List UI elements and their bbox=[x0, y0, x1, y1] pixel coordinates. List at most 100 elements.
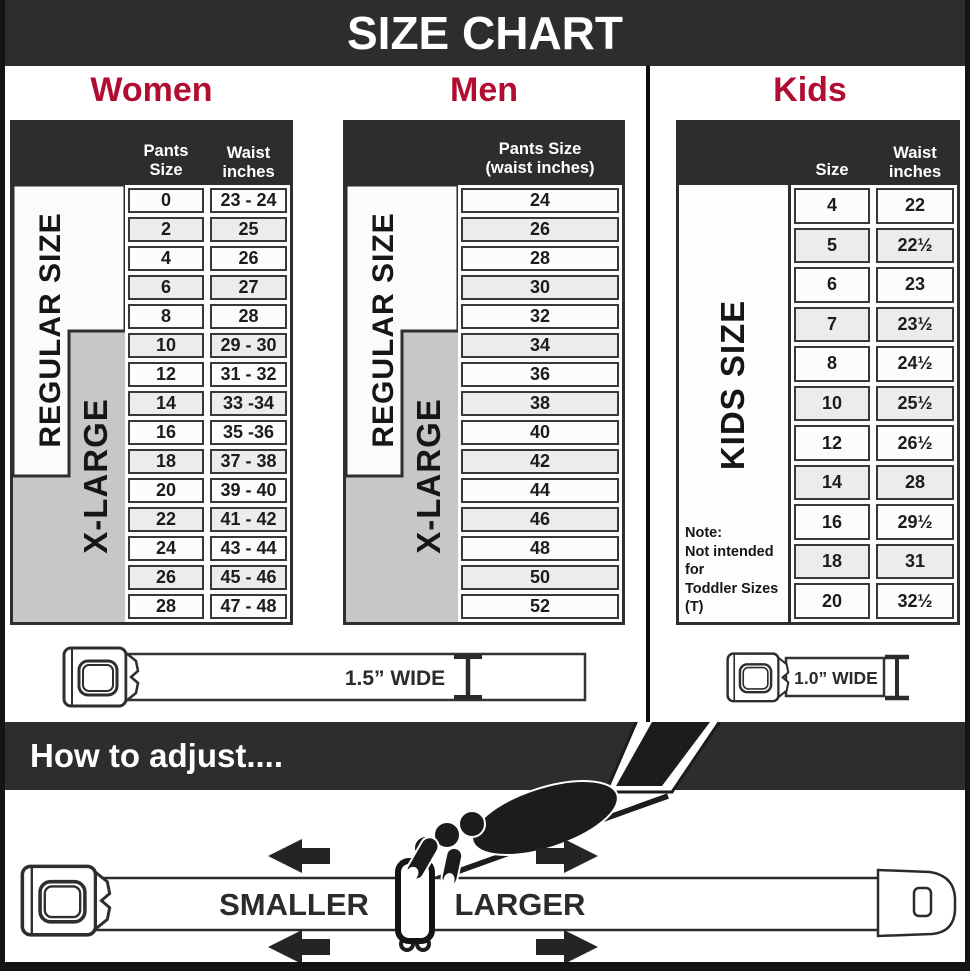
women-size-bands: REGULAR SIZE X-LARGE bbox=[13, 185, 125, 622]
kids-note: Note: Not intended for Toddler Sizes (T) bbox=[685, 524, 788, 617]
women-pants-size-cell: 8 bbox=[128, 304, 204, 329]
women-waist-cell: 33 -34 bbox=[210, 391, 287, 416]
women-pants-size-cell: 14 bbox=[128, 391, 204, 416]
women-waist-cell: 41 - 42 bbox=[210, 507, 287, 532]
loose-strap-line bbox=[433, 793, 669, 883]
slider-loop bbox=[399, 936, 415, 952]
women-pants-size-cell: 12 bbox=[128, 362, 204, 387]
men-pants-size-cell: 38 bbox=[461, 391, 619, 416]
women-pants-size-cell: 18 bbox=[128, 449, 204, 474]
men-pants-size-cell: 24 bbox=[461, 188, 619, 213]
men-size-bands: REGULAR SIZE X-LARGE bbox=[346, 185, 458, 622]
kids-note-line1: Note: bbox=[685, 525, 723, 542]
women-waist-cell: 25 bbox=[210, 217, 287, 242]
kids-section-title: Kids bbox=[773, 71, 847, 109]
men-size-table: Pants Size (waist inches) REGULAR SIZE X… bbox=[343, 120, 625, 625]
width-marker-icon bbox=[454, 654, 482, 700]
men-band-shape bbox=[346, 185, 458, 622]
women-pants-size-cell: 10 bbox=[128, 333, 204, 358]
kids-size-cell: 6 bbox=[794, 267, 870, 303]
kids-note-line2: Not intended for bbox=[685, 543, 774, 579]
arrow-right-icon bbox=[536, 930, 598, 964]
women-waist-cell: 31 - 32 bbox=[210, 362, 287, 387]
women-waist-column: 23 - 24 25 26 27 28 29 - 30 31 - 32 33 -34 35 -3… bbox=[207, 185, 290, 622]
kids-size-label: KIDS SIZE bbox=[714, 299, 751, 471]
adult-belt-width-label: 1.5” WIDE bbox=[345, 667, 445, 690]
kids-note-line3: Toddler Sizes (T) bbox=[685, 580, 779, 616]
adjust-belt-strap bbox=[93, 876, 884, 932]
kids-waist-cell: 29½ bbox=[876, 504, 954, 540]
men-section-title: Men bbox=[450, 71, 518, 109]
women-waist-cell: 45 - 46 bbox=[210, 565, 287, 590]
kids-col2-header: Waist inches bbox=[888, 144, 942, 181]
how-to-adjust-band: How to adjust.... bbox=[0, 722, 970, 790]
women-waist-cell: 37 - 38 bbox=[210, 449, 287, 474]
fingernail bbox=[443, 873, 455, 887]
section-divider bbox=[646, 66, 650, 722]
women-waist-cell: 29 - 30 bbox=[210, 333, 287, 358]
women-regular-size-label: REGULAR SIZE bbox=[34, 212, 67, 448]
women-pants-size-cell: 0 bbox=[128, 188, 204, 213]
kids-belt-illustration: 1.0” WIDE bbox=[726, 652, 909, 703]
men-pants-size-column: 24 26 28 30 32 34 36 38 40 42 44 46 48 50 52 bbox=[458, 185, 622, 622]
width-marker-icon bbox=[885, 654, 909, 701]
women-xlarge-label: X-LARGE bbox=[77, 398, 114, 554]
kids-col1-header: Size bbox=[815, 160, 849, 179]
women-table-header: Pants Size Waist inches bbox=[13, 123, 290, 185]
kids-waist-column: 22 22½ 23 23½ 24½ 25½ 26½ 28 29½ 31 32½ bbox=[873, 185, 957, 622]
men-col-header-line2: (waist inches) bbox=[485, 158, 595, 177]
men-pants-size-cell: 26 bbox=[461, 217, 619, 242]
women-col2-header: Waist inches bbox=[222, 144, 275, 181]
women-waist-cell: 23 - 24 bbox=[210, 188, 287, 213]
belt-tip bbox=[876, 868, 957, 938]
belt-adjuster-slider bbox=[395, 858, 435, 944]
kids-waist-cell: 24½ bbox=[876, 346, 954, 382]
kids-size-cell: 18 bbox=[794, 543, 870, 580]
slider-loop bbox=[415, 936, 431, 952]
kids-waist-cell: 28 bbox=[876, 464, 954, 501]
men-table-header: Pants Size (waist inches) bbox=[346, 123, 622, 185]
men-pants-size-cell: 46 bbox=[461, 507, 619, 532]
women-waist-cell: 47 - 48 bbox=[210, 594, 287, 619]
kids-belt-width-label: 1.0” WIDE bbox=[794, 668, 878, 688]
women-waist-cell: 43 - 44 bbox=[210, 536, 287, 561]
women-pants-size-cell: 4 bbox=[128, 246, 204, 271]
kids-size-cell: 10 bbox=[794, 385, 870, 422]
kids-waist-cell: 31 bbox=[876, 543, 954, 580]
women-band-shape bbox=[13, 185, 125, 622]
kids-waist-cell: 23½ bbox=[876, 306, 954, 343]
page-title: SIZE CHART bbox=[347, 7, 623, 59]
smaller-label: SMALLER bbox=[219, 887, 369, 922]
men-pants-size-cell: 42 bbox=[461, 449, 619, 474]
fingernail bbox=[405, 866, 419, 882]
kids-waist-cell: 25½ bbox=[876, 385, 954, 422]
men-pants-size-cell: 32 bbox=[461, 304, 619, 329]
men-col-header-line1: Pants Size bbox=[498, 140, 582, 159]
men-pants-size-cell: 34 bbox=[461, 333, 619, 358]
men-pants-size-cell: 28 bbox=[461, 246, 619, 271]
men-pants-size-cell: 40 bbox=[461, 420, 619, 445]
women-waist-cell: 26 bbox=[210, 246, 287, 271]
page-header-band: SIZE CHART bbox=[0, 0, 970, 66]
adult-belt-illustration: 1.5” WIDE bbox=[62, 646, 587, 708]
arrow-left-icon bbox=[268, 839, 330, 873]
women-size-table: Pants Size Waist inches REGULAR SIZE X-L… bbox=[10, 120, 293, 625]
kids-size-cell: 12 bbox=[794, 425, 870, 461]
women-pants-size-cell: 2 bbox=[128, 217, 204, 242]
men-pants-size-cell: 36 bbox=[461, 362, 619, 387]
men-regular-size-label: REGULAR SIZE bbox=[367, 212, 400, 448]
women-col1-header: Pants Size bbox=[143, 142, 189, 179]
men-pants-size-cell: 52 bbox=[461, 594, 619, 619]
kids-size-table: Size Waist inches KIDS SIZE Note: Not in… bbox=[676, 120, 960, 625]
women-pants-size-cell: 28 bbox=[128, 594, 204, 619]
women-pants-size-column: 0 2 4 6 8 10 12 14 16 18 20 22 24 26 28 bbox=[125, 185, 207, 622]
kids-size-column: 4 5 6 7 8 10 12 14 16 18 20 bbox=[791, 185, 873, 622]
kids-waist-cell: 26½ bbox=[876, 425, 954, 461]
kids-size-cell: 14 bbox=[794, 464, 870, 501]
men-pants-size-cell: 50 bbox=[461, 565, 619, 590]
kids-size-cell: 20 bbox=[794, 583, 870, 620]
how-to-adjust-title: How to adjust.... bbox=[30, 737, 283, 774]
kids-size-cell: 16 bbox=[794, 504, 870, 540]
women-waist-cell: 27 bbox=[210, 275, 287, 300]
